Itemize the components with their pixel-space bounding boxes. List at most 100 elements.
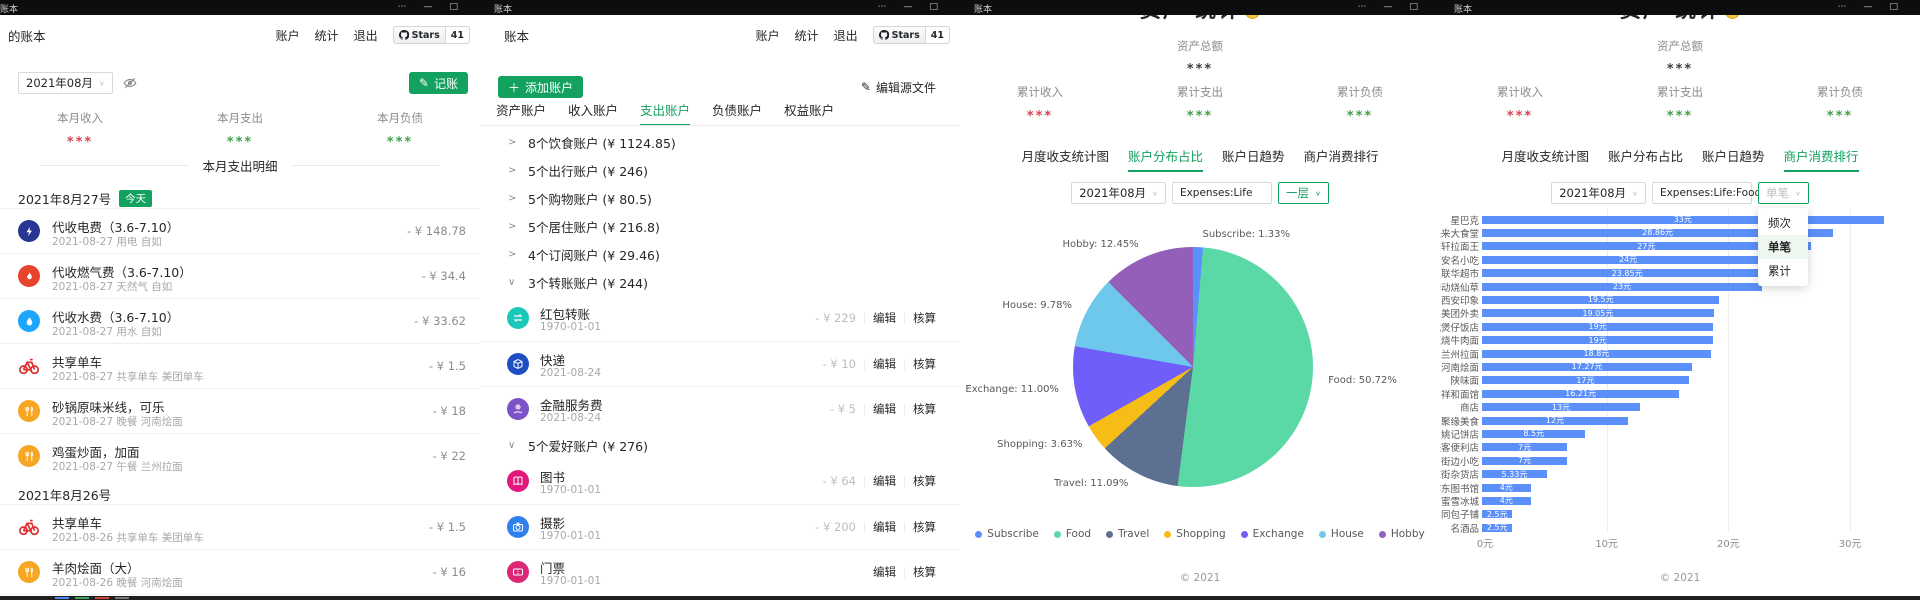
action-calculate[interactable]: 核算 bbox=[913, 520, 936, 534]
month-select[interactable]: 2021年08月 ∨ bbox=[1551, 182, 1646, 204]
action-calculate[interactable]: 核算 bbox=[913, 474, 936, 488]
transaction-row[interactable]: 共享单车 2021-08-27 共享单车 美团单车 - ¥ 1.5 bbox=[0, 343, 480, 388]
legend-item-House[interactable]: House bbox=[1318, 528, 1364, 540]
window-menu-button[interactable]: ⋯ bbox=[877, 2, 887, 12]
tab-账户日趋势[interactable]: 账户日趋势 bbox=[1222, 149, 1285, 164]
account-group-row[interactable]: ∨ 3个转账账户 (¥ 244) bbox=[480, 268, 960, 296]
bar-row[interactable]: 兰州拉面 18.8元 bbox=[1440, 347, 1920, 361]
transaction-row[interactable]: 砂锅原味米线，可乐 2021-08-27 晚餐 河南烩面 - ¥ 18 bbox=[0, 388, 480, 433]
github-stars-widget[interactable]: Stars 41 bbox=[872, 26, 950, 44]
bar-row[interactable]: 联华超市 23.85元 bbox=[1440, 267, 1920, 280]
action-edit[interactable]: 编辑 bbox=[873, 565, 896, 579]
action-edit[interactable]: 编辑 bbox=[873, 520, 896, 534]
bar-row[interactable]: 西安印象 19.5元 bbox=[1440, 293, 1920, 307]
month-select[interactable]: 2021年08月 ∨ bbox=[18, 72, 113, 94]
legend-item-Food[interactable]: Food bbox=[1053, 528, 1091, 540]
bar-row[interactable]: 阿卜同包子铺 2.5元 bbox=[1440, 508, 1920, 521]
bar-row[interactable]: 红烧牛肉面 19元 bbox=[1440, 334, 1920, 347]
tab-支出账户[interactable]: 支出账户 bbox=[640, 100, 691, 126]
tab-商户消费排行[interactable]: 商户消费排行 bbox=[1303, 149, 1379, 164]
nav-link-stats[interactable]: 统计 bbox=[794, 28, 819, 43]
month-select[interactable]: 2021年08月 ∨ bbox=[1071, 182, 1166, 204]
bar-row[interactable]: 好味来大食堂 28.86元 bbox=[1440, 226, 1920, 240]
transaction-row[interactable]: 代收电费（3.6-7.10） 2021-08-27 用电 自如 - ¥ 148.78 bbox=[0, 208, 480, 253]
tab-权益账户[interactable]: 权益账户 bbox=[784, 103, 835, 118]
legend-item-Exchange[interactable]: Exchange bbox=[1240, 528, 1304, 540]
tab-账户分布占比[interactable]: 账户分布占比 bbox=[1127, 146, 1204, 172]
legend-item-Hobby[interactable]: Hobby bbox=[1378, 528, 1425, 540]
record-transaction-button[interactable]: ✎ 记账 bbox=[408, 72, 468, 94]
transaction-row[interactable]: 羊肉烩面（大） 2021-08-26 晚餐 河南烩面 - ¥ 16 bbox=[0, 549, 480, 594]
github-stars-widget[interactable]: Stars 41 bbox=[392, 26, 470, 44]
tab-资产账户[interactable]: 资产账户 bbox=[496, 103, 547, 118]
action-edit[interactable]: 编辑 bbox=[873, 474, 896, 488]
window-minimize-button[interactable]: — bbox=[423, 2, 433, 12]
action-calculate[interactable]: 核算 bbox=[913, 311, 936, 325]
bar-row[interactable]: 东街杂货店 5.33元 bbox=[1440, 468, 1920, 481]
nav-link-stats[interactable]: 统计 bbox=[314, 28, 339, 43]
bar-row[interactable]: 姚记饼店 8.5元 bbox=[1440, 427, 1920, 441]
account-group-row[interactable]: >5个购物账户 (¥ 80.5) bbox=[480, 184, 960, 212]
account-group-row[interactable]: >5个出行账户 (¥ 246) bbox=[480, 156, 960, 184]
account-filter-input[interactable]: Expenses:Life bbox=[1171, 182, 1272, 204]
bar-row[interactable]: 商店 13元 bbox=[1440, 401, 1920, 414]
action-edit[interactable]: 编辑 bbox=[873, 357, 896, 371]
transaction-row[interactable]: 鸡蛋炒面，加面 2021-08-27 午餐 兰州拉面 - ¥ 22 bbox=[0, 433, 480, 478]
window-menu-button[interactable]: ⋯ bbox=[397, 2, 407, 12]
transaction-row[interactable]: 可乐（瓶装） bbox=[0, 594, 480, 600]
bar-row[interactable]: 悸动烧仙草 23元 bbox=[1440, 280, 1920, 294]
taskbar-item[interactable] bbox=[115, 597, 129, 599]
transaction-row[interactable]: 代收水费（3.6-7.10） 2021-08-27 用水 自如 - ¥ 33.62 bbox=[0, 298, 480, 343]
window-menu-button[interactable]: ⋯ bbox=[1837, 2, 1847, 12]
legend-item-Travel[interactable]: Travel bbox=[1106, 528, 1149, 540]
pie-chart[interactable] bbox=[1073, 247, 1313, 487]
window-minimize-button[interactable]: — bbox=[1383, 2, 1393, 12]
bar-row[interactable]: 港式煲仔饭店 19元 bbox=[1440, 320, 1920, 334]
window-maximize-button[interactable]: □ bbox=[929, 2, 938, 12]
window-maximize-button[interactable]: □ bbox=[1889, 2, 1898, 12]
bar-row[interactable]: 西安名小吃 24元 bbox=[1440, 253, 1920, 267]
legend-item-Shopping[interactable]: Shopping bbox=[1164, 528, 1226, 540]
account-group-row[interactable]: >4个订阅账户 (¥ 29.46) bbox=[480, 240, 960, 268]
window-maximize-button[interactable]: □ bbox=[1409, 2, 1418, 12]
menu-item-频次[interactable]: 频次 bbox=[1767, 216, 1791, 230]
window-maximize-button[interactable]: □ bbox=[449, 2, 458, 12]
mode-select[interactable]: 单笔 ∨ bbox=[1757, 182, 1809, 204]
tab-月度收支统计图[interactable]: 月度收支统计图 bbox=[1021, 149, 1109, 164]
transaction-row[interactable]: 共享单车 2021-08-26 共享单车 美团单车 - ¥ 1.5 bbox=[0, 504, 480, 549]
action-calculate[interactable]: 核算 bbox=[913, 357, 936, 371]
tab-账户分布占比[interactable]: 账户分布占比 bbox=[1607, 149, 1683, 164]
action-edit[interactable]: 编辑 bbox=[873, 402, 896, 416]
bar-row[interactable]: 浦东图书馆 4元 bbox=[1440, 481, 1920, 495]
taskbar-item[interactable] bbox=[95, 597, 109, 599]
menu-item-单笔[interactable]: 单笔 bbox=[1757, 235, 1808, 259]
bar-row[interactable]: 快客便利店 7元 bbox=[1440, 441, 1920, 454]
action-calculate[interactable]: 核算 bbox=[913, 402, 936, 416]
window-minimize-button[interactable]: — bbox=[903, 2, 913, 12]
bar-row[interactable]: 蜜雪冰城 4元 bbox=[1440, 494, 1920, 508]
edit-source-file-button[interactable]: ✎ 编辑源文件 bbox=[860, 80, 936, 95]
menu-item-累计[interactable]: 累计 bbox=[1767, 264, 1791, 278]
window-menu-button[interactable]: ⋯ bbox=[1357, 2, 1367, 12]
tab-月度收支统计图[interactable]: 月度收支统计图 bbox=[1501, 149, 1589, 164]
account-group-row[interactable]: ∨ 5个爱好账户 (¥ 276) bbox=[480, 431, 960, 459]
legend-item-Subscribe[interactable]: Subscribe bbox=[975, 528, 1039, 540]
bar-row[interactable]: 陕味面 17元 bbox=[1440, 374, 1920, 387]
nav-link-logout[interactable]: 退出 bbox=[353, 28, 378, 43]
taskbar-item[interactable] bbox=[75, 597, 89, 599]
eye-off-icon[interactable] bbox=[123, 76, 137, 90]
bar-row[interactable]: 街边小吃 7元 bbox=[1440, 454, 1920, 468]
nav-link-accounts[interactable]: 账户 bbox=[755, 28, 780, 43]
transaction-row[interactable]: 代收燃气费（3.6-7.10） 2021-08-27 天然气 自如 - ¥ 34.4 bbox=[0, 253, 480, 298]
tab-负债账户[interactable]: 负债账户 bbox=[712, 103, 763, 118]
bar-row[interactable]: 河南烩面 17.27元 bbox=[1440, 360, 1920, 374]
bar-row[interactable]: 名酒品 2.5元 bbox=[1440, 521, 1920, 535]
taskbar-item[interactable] bbox=[55, 597, 69, 599]
account-group-row[interactable]: >5个居住账户 (¥ 216.8) bbox=[480, 212, 960, 240]
account-group-row[interactable]: >8个饮食账户 (¥ 1124.85) bbox=[480, 128, 960, 156]
nav-link-logout[interactable]: 退出 bbox=[833, 28, 858, 43]
tab-账户日趋势[interactable]: 账户日趋势 bbox=[1702, 149, 1765, 164]
nav-link-accounts[interactable]: 账户 bbox=[275, 28, 300, 43]
action-calculate[interactable]: 核算 bbox=[913, 565, 936, 579]
action-edit[interactable]: 编辑 bbox=[873, 311, 896, 325]
